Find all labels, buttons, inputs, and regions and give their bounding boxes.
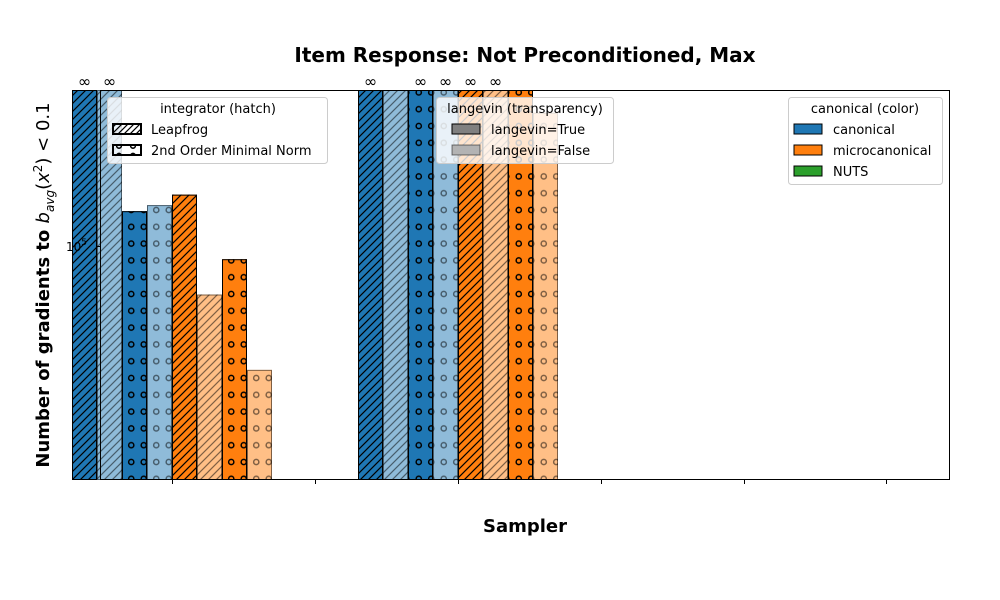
- legend-langevin: langevin (transparency) langevin=True la…: [436, 97, 614, 164]
- legend-item-nuts: NUTS: [833, 165, 868, 180]
- infinity-label: ∞: [464, 72, 477, 91]
- infinity-label: ∞: [103, 72, 116, 91]
- bar: [408, 90, 433, 480]
- bar: [247, 369, 272, 480]
- legend-canonical: canonical (color) canonical microcanonic…: [788, 97, 943, 185]
- legend-canonical-title: canonical (color): [811, 102, 919, 117]
- chart-title: Item Response: Not Preconditioned, Max: [294, 43, 755, 67]
- legend-item-langevin-false: langevin=False: [491, 144, 590, 159]
- plot-frame: [100, 90, 950, 480]
- legend-item-leapfrog: Leapfrog: [151, 123, 208, 138]
- bar: [122, 211, 147, 481]
- bar: [172, 194, 197, 480]
- infinity-label: ∞: [414, 72, 427, 91]
- x-ticks: [172, 480, 887, 484]
- bar: [358, 90, 383, 480]
- legend-swatch-canonical: [793, 123, 823, 135]
- bar: [222, 259, 247, 480]
- legend-langevin-title: langevin (transparency): [447, 102, 603, 117]
- infinity-label: ∞: [439, 72, 452, 91]
- bar: [147, 205, 172, 480]
- bar: [533, 112, 558, 481]
- legend-swatch-minimal-norm: [112, 144, 142, 156]
- legend-item-canonical: canonical: [833, 123, 895, 138]
- bar: [197, 294, 222, 480]
- infinity-label: ∞: [78, 72, 91, 91]
- legend-integrator-title: integrator (hatch): [160, 102, 276, 117]
- infinity-labels: ∞ ∞ ∞ ∞ ∞ ∞ ∞: [78, 72, 502, 91]
- bars-layer: [72, 90, 558, 481]
- bar: [383, 90, 408, 480]
- legend-swatch-langevin-true: [451, 123, 481, 135]
- legend-item-minimal-norm: 2nd Order Minimal Norm: [151, 144, 311, 159]
- bar: [72, 90, 97, 480]
- legend-item-microcanonical: microcanonical: [833, 144, 931, 159]
- y-axis-label: Number of gradients to bavg(x2) < 0.1: [31, 102, 57, 467]
- x-axis-label: Sampler: [483, 516, 567, 537]
- legend-integrator: integrator (hatch) Leapfrog 2nd Order Mi…: [107, 97, 328, 164]
- legend-item-langevin-true: langevin=True: [491, 123, 585, 138]
- legend-swatch-nuts: [793, 165, 823, 177]
- legend-swatch-langevin-false: [451, 144, 481, 156]
- infinity-label: ∞: [489, 72, 502, 91]
- legend-swatch-leapfrog: [112, 123, 142, 135]
- legend-swatch-microcanonical: [793, 144, 823, 156]
- infinity-label: ∞: [364, 72, 377, 91]
